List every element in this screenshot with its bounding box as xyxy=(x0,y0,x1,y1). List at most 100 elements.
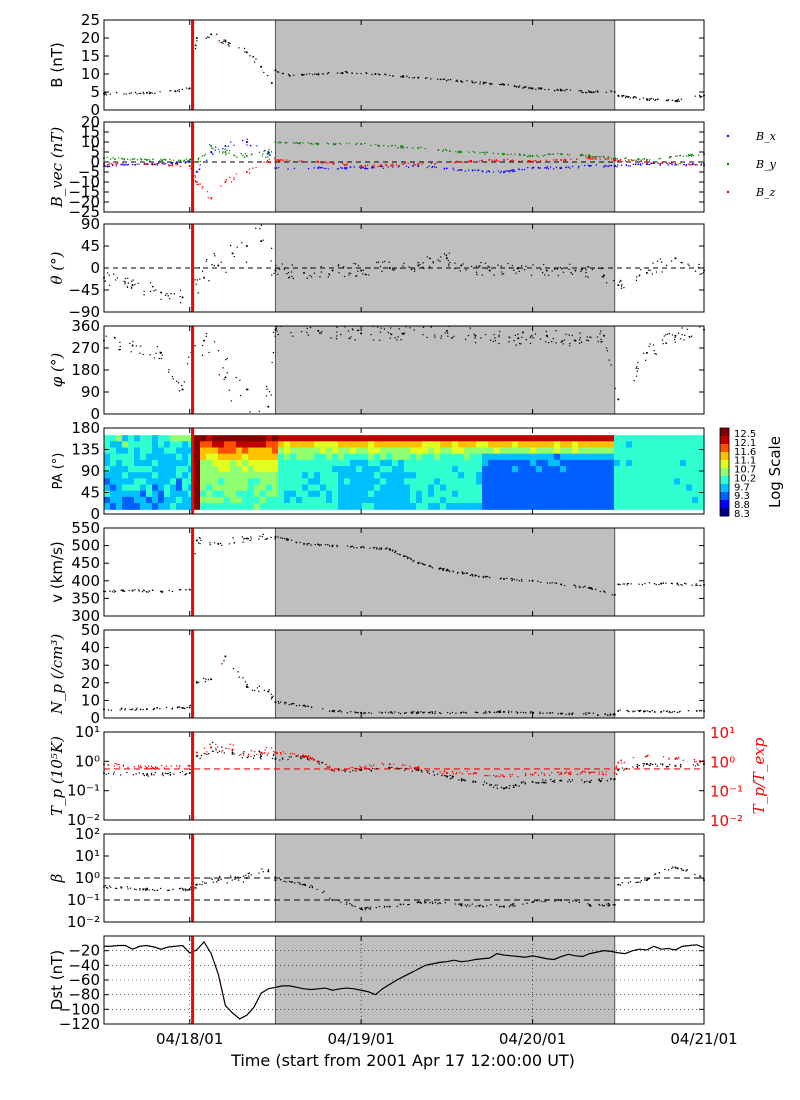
data-point xyxy=(344,70,347,73)
data-point xyxy=(582,91,584,94)
heatmap-cell xyxy=(590,484,597,492)
data-point xyxy=(274,538,276,540)
heatmap-cell xyxy=(686,478,693,486)
data-point xyxy=(446,167,448,170)
data-point xyxy=(307,705,309,707)
data-point xyxy=(675,164,677,166)
data-point xyxy=(676,757,679,760)
heatmap-cell xyxy=(170,435,177,442)
y-tick-label: −15 xyxy=(68,183,100,201)
heatmap-cell xyxy=(332,484,339,492)
data-point xyxy=(288,756,291,758)
data-point xyxy=(497,264,499,266)
data-point xyxy=(504,170,507,172)
heatmap-cell xyxy=(260,496,267,504)
data-point xyxy=(134,709,136,711)
data-point xyxy=(502,83,504,86)
data-point xyxy=(210,198,213,200)
heatmap-cell xyxy=(428,466,435,473)
heatmap-cell xyxy=(500,441,507,449)
data-point xyxy=(259,756,262,758)
data-point xyxy=(253,755,256,757)
data-point xyxy=(431,902,434,905)
colorbar-segment xyxy=(720,508,729,517)
heatmap-cell xyxy=(620,466,627,473)
heatmap-cell xyxy=(266,490,273,498)
heatmap-cell xyxy=(464,472,471,479)
data-point xyxy=(639,268,642,271)
data-point xyxy=(700,709,703,712)
data-point xyxy=(127,282,130,284)
shaded-region xyxy=(274,121,616,213)
heatmap-cell xyxy=(584,503,591,510)
data-point xyxy=(244,874,247,876)
data-point xyxy=(442,149,445,151)
heatmap-cell xyxy=(128,447,135,455)
data-point xyxy=(327,143,330,145)
heatmap-cell xyxy=(344,459,351,467)
data-point xyxy=(635,97,637,99)
data-point xyxy=(250,536,252,538)
data-point xyxy=(304,755,307,758)
data-point xyxy=(660,763,662,765)
data-point xyxy=(625,767,628,770)
heatmap-cell xyxy=(302,447,309,455)
data-point xyxy=(550,771,553,774)
data-point xyxy=(210,747,212,749)
data-point xyxy=(654,873,657,875)
heatmap-cell xyxy=(176,447,183,455)
data-point xyxy=(337,768,340,770)
heatmap-cell xyxy=(698,496,705,504)
data-point xyxy=(412,77,414,79)
data-point xyxy=(360,768,363,770)
heatmap-cell xyxy=(584,441,591,449)
data-point xyxy=(320,544,322,546)
heatmap-cell xyxy=(134,490,141,498)
data-point xyxy=(440,256,442,258)
legend-marker xyxy=(726,134,730,138)
heatmap-cell xyxy=(386,447,393,455)
data-point xyxy=(436,78,439,80)
heatmap-cell xyxy=(416,490,423,498)
heatmap-cell xyxy=(488,453,495,461)
data-point xyxy=(149,160,151,162)
data-point xyxy=(563,339,565,341)
data-point xyxy=(694,164,697,166)
data-point xyxy=(567,166,570,168)
heatmap-cell xyxy=(632,447,639,455)
data-point xyxy=(170,765,173,767)
heatmap-cell xyxy=(668,503,675,510)
heatmap-cell xyxy=(380,447,387,455)
data-point xyxy=(649,764,651,767)
data-point xyxy=(445,80,448,82)
data-point xyxy=(171,162,173,164)
data-point xyxy=(216,33,218,35)
data-point xyxy=(337,769,340,772)
heatmap-cell xyxy=(350,472,357,479)
heatmap-cell xyxy=(566,435,573,442)
data-point xyxy=(540,772,543,774)
data-point xyxy=(188,765,190,767)
data-point xyxy=(596,336,599,338)
data-point xyxy=(318,544,321,547)
heatmap-cell xyxy=(338,490,345,498)
data-point xyxy=(105,94,108,96)
heatmap-cell xyxy=(254,453,261,461)
heatmap-cell xyxy=(182,453,189,461)
data-point xyxy=(362,166,364,169)
data-point xyxy=(430,78,432,80)
data-point xyxy=(145,889,147,891)
data-point xyxy=(391,144,393,147)
data-point xyxy=(547,168,550,170)
data-point xyxy=(144,765,146,767)
heatmap-cell xyxy=(686,496,693,504)
data-point xyxy=(426,77,428,79)
heatmap-cell xyxy=(338,441,345,449)
heatmap-cell xyxy=(452,478,459,486)
data-point xyxy=(485,576,487,578)
data-point xyxy=(120,887,122,889)
heatmap-cell xyxy=(248,503,255,510)
heatmap-cell xyxy=(278,496,285,504)
heatmap-cell xyxy=(698,441,705,449)
